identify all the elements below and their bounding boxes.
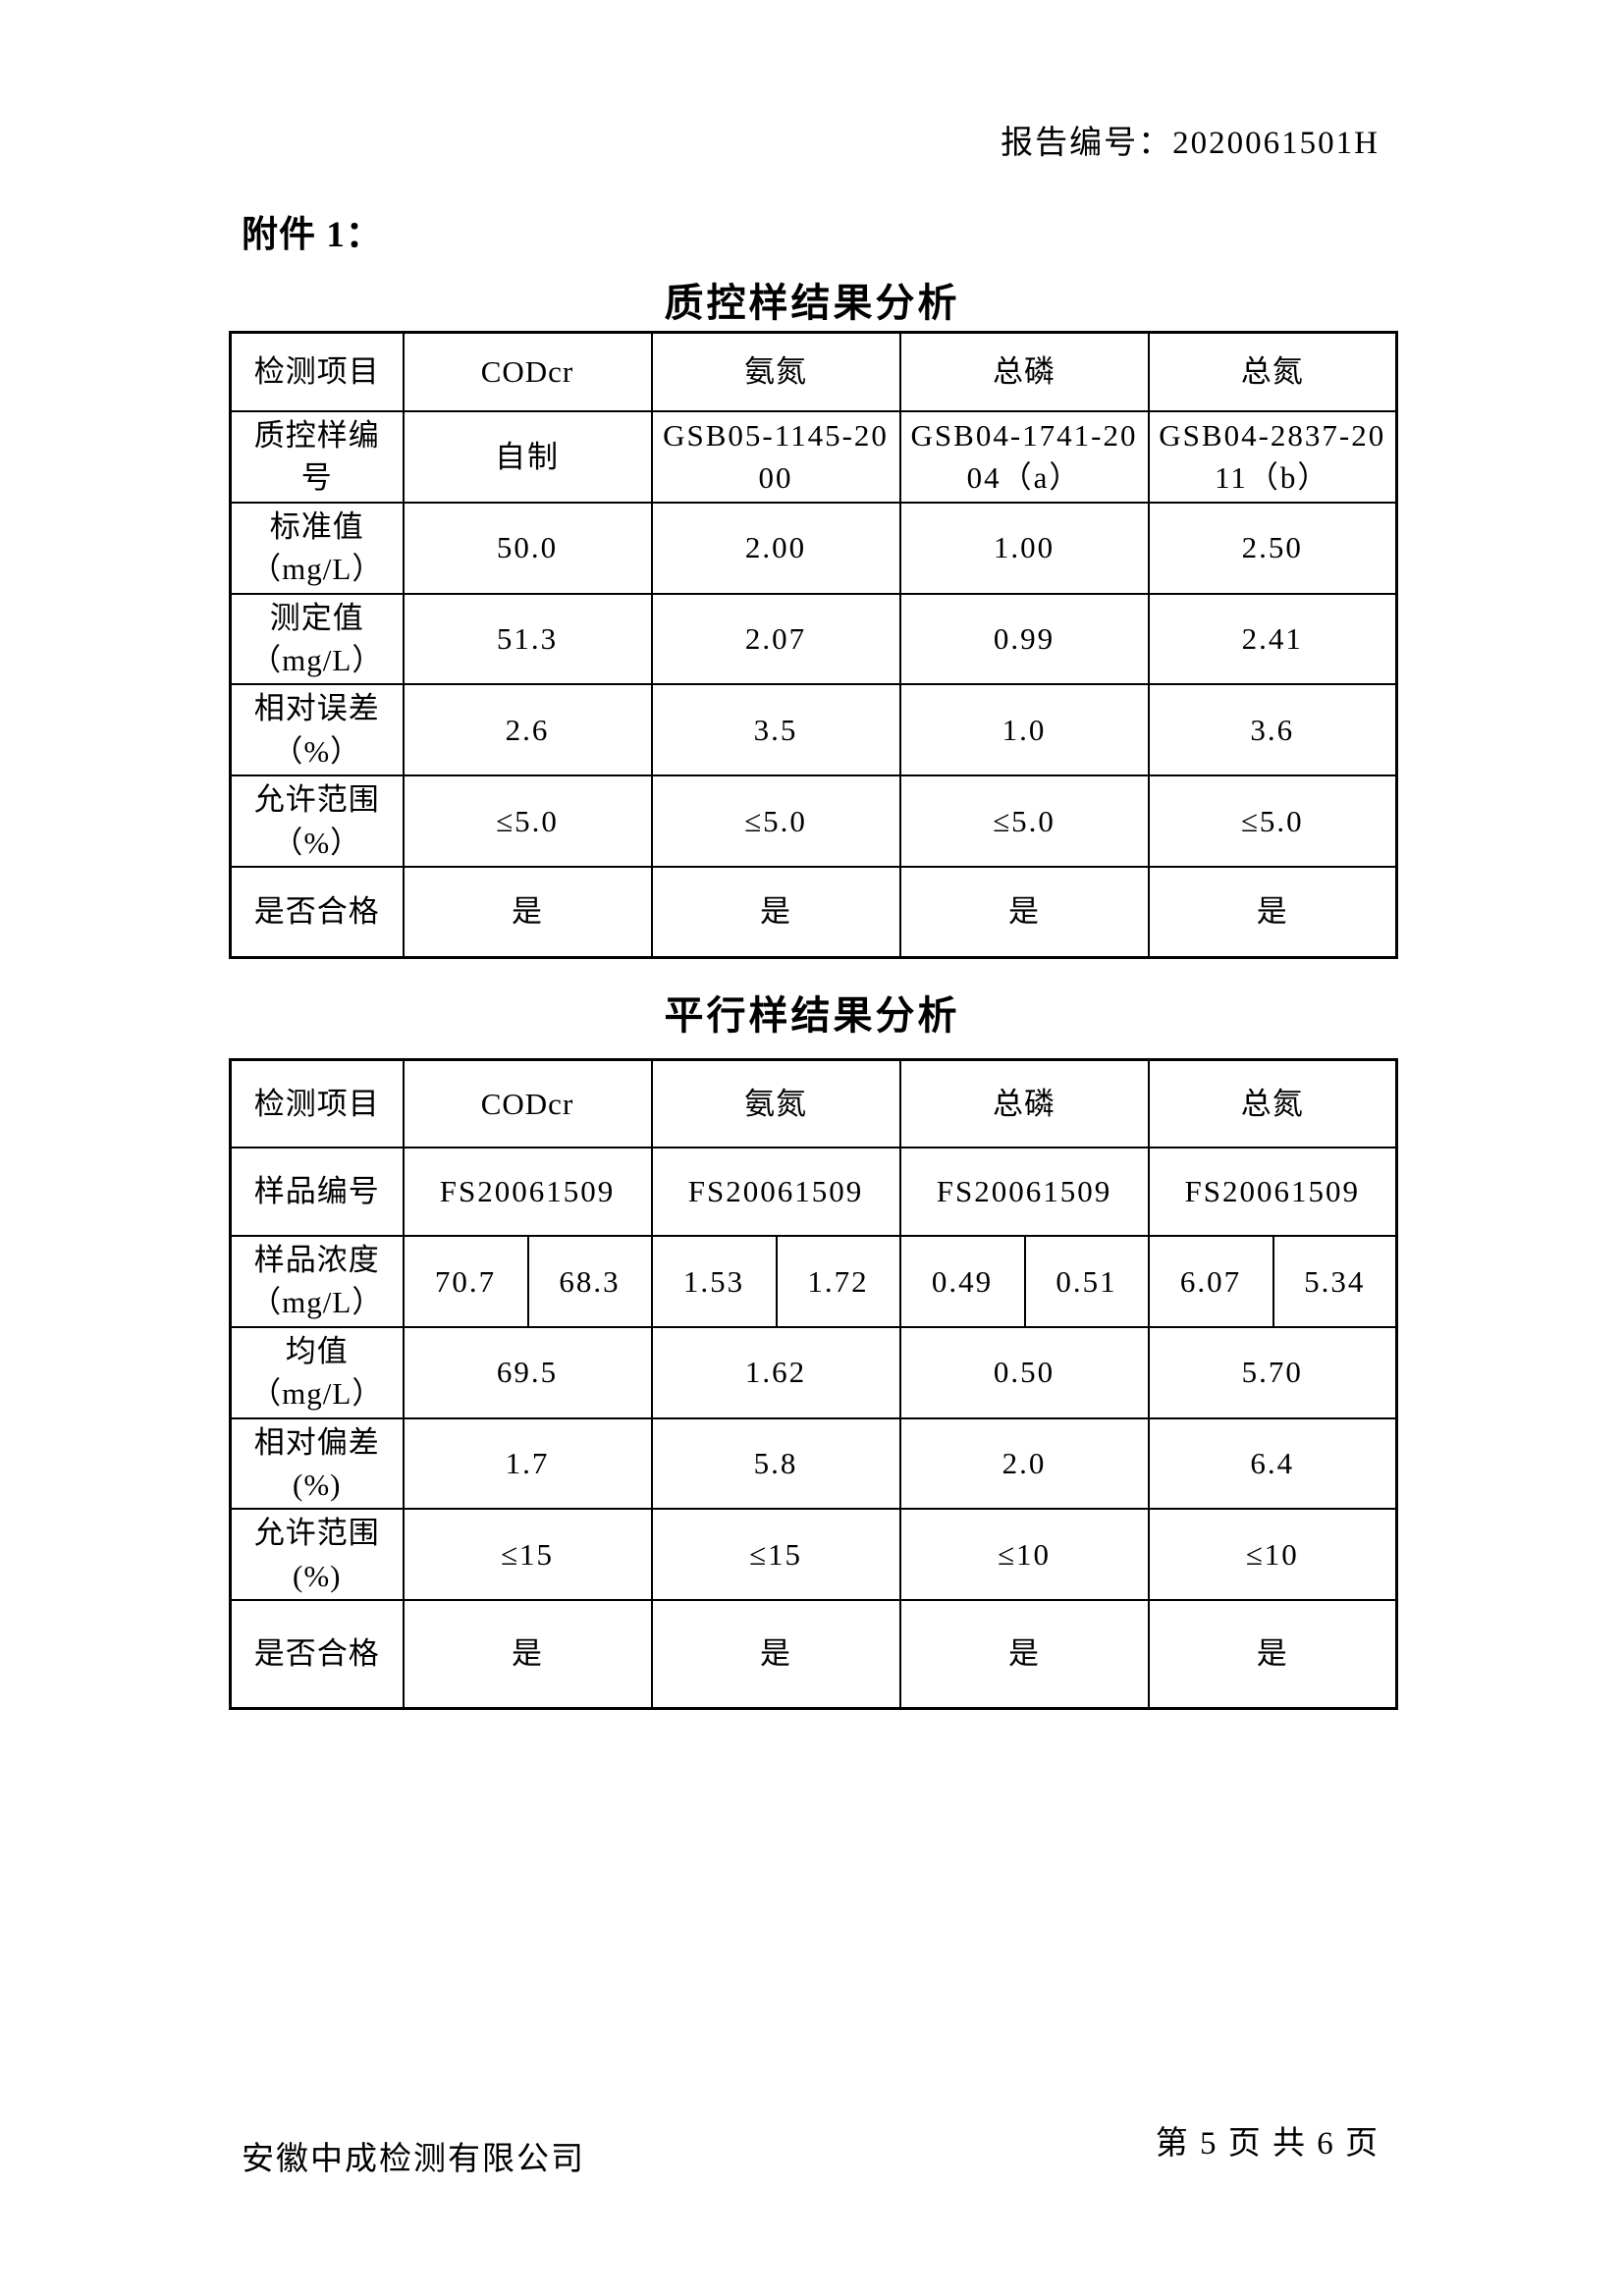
table-cell: 2.41 [1147,592,1398,686]
qc-table: 检测项目 CODcr 氨氮 总磷 总氮 质控样编 号 自制 GSB05-1145… [229,331,1398,959]
row-label: 相对偏差 (%) [229,1416,405,1511]
table-row: 样品编号 FS20061509 FS20061509 FS20061509 FS… [229,1147,1398,1237]
table-row: 检测项目 CODcr 氨氮 总磷 总氮 [229,331,1398,412]
table-row: 测定值 （mg/L） 51.3 2.07 0.99 2.41 [229,592,1398,686]
row-label: 测定值 （mg/L） [229,592,405,686]
table-cell: 自制 [402,410,653,504]
table-cell: 0.50 [898,1325,1150,1419]
table-row: 标准值 （mg/L） 50.0 2.00 1.00 2.50 [229,501,1398,595]
table-cell: ≤10 [1147,1508,1398,1602]
table-cell: 1.72 [775,1235,901,1328]
table-cell: 51.3 [402,592,653,686]
row-label: 允许范围 (%) [229,1508,405,1602]
table-cell: 是 [402,865,653,959]
row-label: 是否合格 [229,865,405,959]
table-cell: 2.6 [402,683,653,777]
table-cell: 2.50 [1147,501,1398,595]
table-cell: 3.6 [1147,683,1398,777]
table-cell: 氨氮 [650,331,901,412]
table-cell: FS20061509 [402,1147,653,1237]
table-cell: 3.5 [650,683,901,777]
table-cell: ≤5.0 [898,774,1150,868]
table-row: 相对误差 （%） 2.6 3.5 1.0 3.6 [229,683,1398,777]
table-cell: 50.0 [402,501,653,595]
table-cell: 2.0 [898,1416,1150,1511]
table-cell: ≤10 [898,1508,1150,1602]
table-cell: 0.99 [898,592,1150,686]
table-cell: 是 [898,1599,1150,1710]
table-cell: CODcr [402,331,653,412]
table-cell: ≤5.0 [402,774,653,868]
table-cell: 1.53 [650,1235,778,1328]
table-cell: 是 [898,865,1150,959]
table-cell: 69.5 [402,1325,653,1419]
table-row: 相对偏差 (%) 1.7 5.8 2.0 6.4 [229,1416,1398,1511]
table-cell: 1.62 [650,1325,901,1419]
table-cell: 是 [650,1599,901,1710]
qc-table-title: 质控样结果分析 [664,281,960,325]
table-cell: 5.70 [1147,1325,1398,1419]
table-cell: 2.00 [650,501,901,595]
report-number: 报告编号：2020061501H [1001,126,1380,161]
row-label: 质控样编 号 [229,410,405,504]
table-cell: 70.7 [402,1235,529,1328]
table-cell: 5.8 [650,1416,901,1511]
table-cell: 1.0 [898,683,1150,777]
table-cell: GSB04-1741-20 04（a） [898,410,1150,504]
row-label: 标准值 （mg/L） [229,501,405,595]
table-cell: ≤15 [650,1508,901,1602]
table-cell: 1.00 [898,501,1150,595]
table-cell: CODcr [402,1058,653,1148]
row-label: 样品编号 [229,1147,405,1237]
table-cell: FS20061509 [898,1147,1150,1237]
attachment-label: 附件 1： [242,215,383,255]
table-cell: FS20061509 [1147,1147,1398,1237]
row-label: 检测项目 [229,331,405,412]
table-cell: 6.07 [1147,1235,1274,1328]
table-row: 质控样编 号 自制 GSB05-1145-20 00 GSB04-1741-20… [229,410,1398,504]
table-cell: GSB05-1145-20 00 [650,410,901,504]
table-cell: ≤5.0 [1147,774,1398,868]
table-cell: 5.34 [1272,1235,1398,1328]
table-cell: 是 [1147,865,1398,959]
parallel-table: 检测项目 CODcr 氨氮 总磷 总氮 样品编号 FS20061509 FS20… [229,1058,1399,1711]
table-row: 允许范围 （%） ≤5.0 ≤5.0 ≤5.0 ≤5.0 [229,774,1398,868]
row-label: 相对误差 （%） [229,683,405,777]
row-label: 均值 （mg/L） [229,1325,405,1419]
row-label: 检测项目 [229,1058,405,1148]
table-row: 样品浓度 （mg/L） 70.7 68.3 1.53 1.72 0.49 0.5… [229,1235,1398,1328]
table-cell: 0.49 [898,1235,1026,1328]
row-label: 允许范围 （%） [229,774,405,868]
footer-company-name: 安徽中成检测有限公司 [242,2142,585,2177]
table-cell: 6.4 [1147,1416,1398,1511]
table-row: 检测项目 CODcr 氨氮 总磷 总氮 [229,1058,1398,1148]
table-cell: 68.3 [526,1235,653,1328]
table-cell: 2.07 [650,592,901,686]
table-cell: 总磷 [898,1058,1150,1148]
table-row: 是否合格 是 是 是 是 [229,1599,1398,1710]
table-cell: 氨氮 [650,1058,901,1148]
table-cell: 0.51 [1023,1235,1150,1328]
table-cell: 是 [650,865,901,959]
table-row: 允许范围 (%) ≤15 ≤15 ≤10 ≤10 [229,1508,1398,1602]
table-row: 均值 （mg/L） 69.5 1.62 0.50 5.70 [229,1325,1398,1419]
table-cell: 是 [1147,1599,1398,1710]
parallel-table-title: 平行样结果分析 [664,993,960,1038]
table-cell: 总磷 [898,331,1150,412]
table-cell: 总氮 [1147,1058,1398,1148]
table-row: 是否合格 是 是 是 是 [229,865,1398,959]
row-label: 样品浓度 （mg/L） [229,1235,405,1328]
footer-page-number: 第 5 页 共 6 页 [1155,2126,1380,2162]
table-cell: 1.7 [402,1416,653,1511]
table-cell: 总氮 [1147,331,1398,412]
table-cell: ≤5.0 [650,774,901,868]
table-cell: 是 [402,1599,653,1710]
table-cell: FS20061509 [650,1147,901,1237]
table-cell: GSB04-2837-20 11（b） [1147,410,1398,504]
row-label: 是否合格 [229,1599,405,1710]
table-cell: ≤15 [402,1508,653,1602]
